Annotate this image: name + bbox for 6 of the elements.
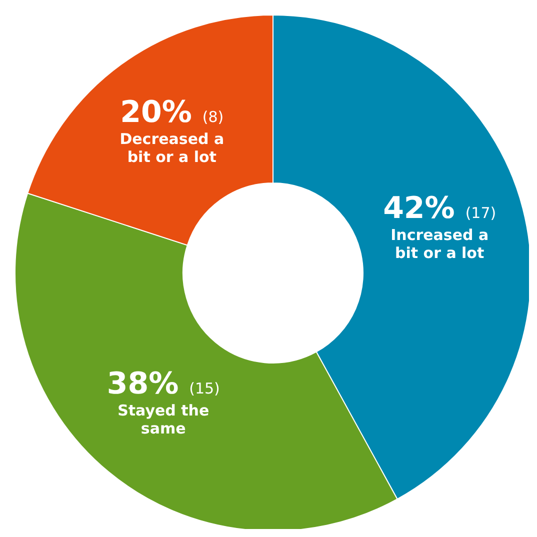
data-label: 38% (15) (106, 366, 220, 402)
data-label: 42% (17) (383, 191, 496, 226)
slice-label: Decreased a bit or a lot (120, 130, 224, 166)
data-label: 20% (8) (120, 94, 224, 130)
slice-label: Stayed the same (118, 402, 210, 438)
slice-label: Increased a bit or a lot (390, 226, 489, 262)
